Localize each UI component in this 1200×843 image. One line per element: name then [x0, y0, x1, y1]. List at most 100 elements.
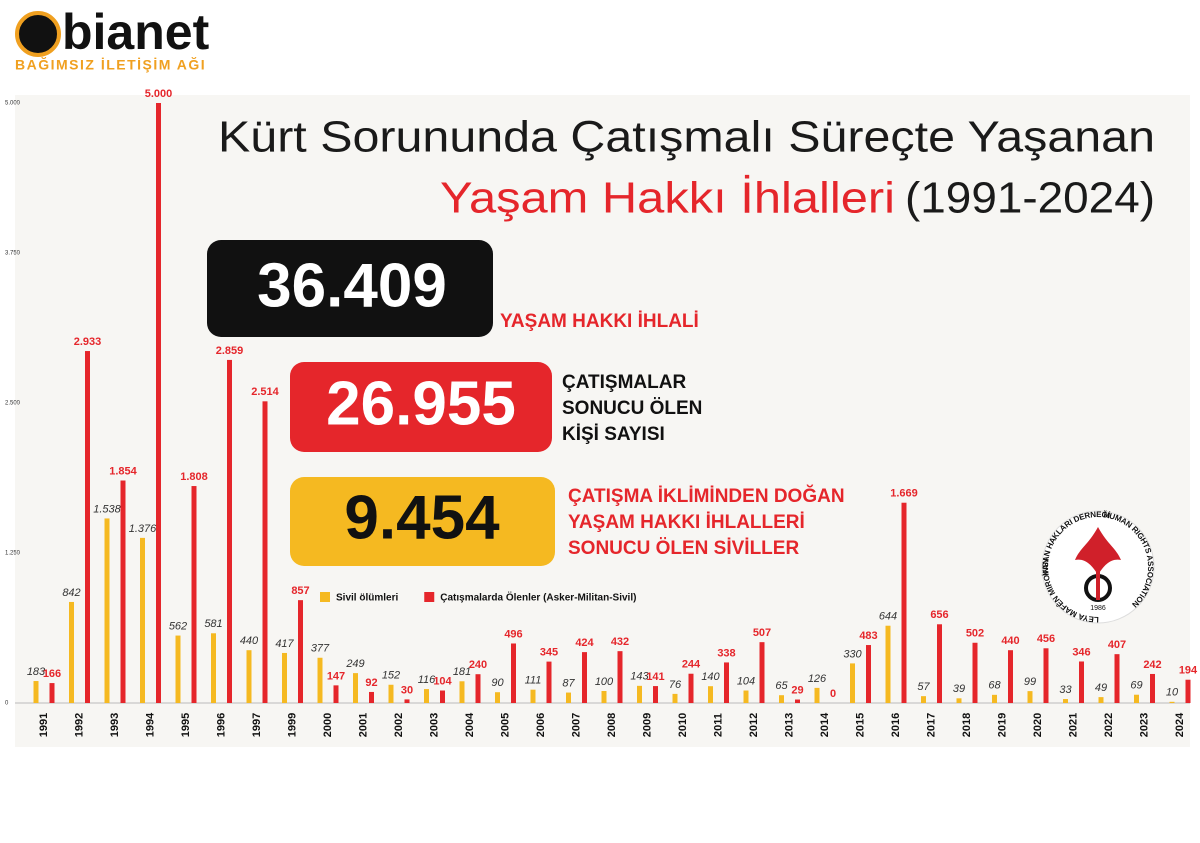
bar: [388, 684, 394, 703]
summary-label: SONUCU ÖLEN SİVİLLER: [568, 538, 799, 559]
value-label: 183: [27, 666, 46, 678]
bar: [404, 699, 410, 703]
bar: [246, 650, 252, 703]
bar: [708, 686, 713, 703]
x-tick-label: 2024: [1174, 712, 1186, 737]
x-tick-label: 2015: [854, 713, 866, 737]
bar: [353, 673, 358, 703]
x-tick-label: 2000: [322, 713, 334, 737]
value-label: 166: [43, 668, 61, 680]
bar: [120, 480, 126, 703]
summary-label: ÇATIŞMA İKLİMİNDEN DOĞAN: [568, 485, 845, 507]
value-label: 65: [775, 680, 788, 692]
summary-label: KİŞİ SAYISI: [562, 424, 665, 445]
bar: [795, 699, 800, 703]
y-tick-label: 2.500: [5, 401, 21, 407]
bar: [282, 652, 287, 703]
y-tick-label: 3.750: [5, 251, 21, 257]
bar: [1150, 673, 1155, 703]
x-tick-label: 2003: [428, 713, 440, 737]
bar: [69, 601, 74, 703]
value-label: 29: [791, 684, 803, 696]
summary-label: YAŞAM HAKKI İHLALLERİ: [568, 512, 805, 533]
summary-number: 26.955: [326, 369, 516, 438]
x-tick-label: 1997: [251, 713, 263, 737]
x-tick-label: 1994: [144, 712, 156, 737]
value-label: 30: [401, 684, 413, 696]
value-label: 33: [1059, 684, 1072, 696]
summary-box: [290, 477, 555, 566]
chart-background: [15, 95, 1190, 747]
value-label: 152: [382, 670, 400, 682]
value-label: 87: [562, 677, 575, 689]
value-label: 581: [204, 618, 222, 630]
value-label: 857: [291, 585, 309, 597]
value-label: 1.669: [890, 488, 918, 500]
value-label: 49: [1095, 682, 1107, 694]
value-label: 644: [879, 611, 897, 623]
x-tick-label: 1993: [109, 713, 121, 737]
summary-label: YAŞAM HAKKI İHLALİ: [500, 311, 699, 332]
x-tick-label: 1999: [286, 713, 298, 737]
x-tick-label: 2010: [677, 713, 689, 737]
bar: [1134, 694, 1139, 703]
bar: [511, 643, 516, 703]
bar: [546, 661, 552, 703]
bar: [495, 692, 500, 703]
value-label: 424: [575, 637, 594, 649]
x-tick-label: 2021: [1067, 713, 1079, 737]
value-label: 5.000: [145, 88, 173, 100]
legend-label: Sivil ölümleri: [336, 593, 398, 604]
value-label: 345: [540, 647, 558, 659]
x-tick-label: 2020: [1032, 713, 1044, 737]
value-label: 1.854: [109, 465, 137, 477]
x-tick-label: 1996: [215, 713, 227, 737]
bar: [369, 691, 374, 703]
x-tick-label: 2006: [535, 713, 547, 737]
value-label: 2.514: [251, 386, 279, 398]
value-label: 57: [917, 681, 930, 693]
bar: [1114, 654, 1120, 703]
value-label: 141: [646, 671, 664, 683]
bar: [937, 624, 942, 703]
title-highlight: Yaşam Hakkı İhlalleri: [440, 174, 895, 223]
bar: [972, 642, 978, 703]
x-tick-label: 2008: [606, 713, 618, 737]
bar: [850, 663, 855, 703]
y-tick-label: 5.000: [5, 101, 21, 107]
title-period: (1991-2024): [905, 174, 1155, 223]
bar: [1063, 699, 1068, 703]
bar: [743, 690, 749, 703]
value-label: 338: [717, 647, 735, 659]
value-label: 502: [966, 628, 984, 640]
value-label: 116: [418, 674, 436, 686]
value-label: 456: [1037, 633, 1055, 645]
title: Kürt Sorununda Çatışmalı Süreçte Yaşanan: [218, 113, 1155, 162]
value-label: 377: [311, 643, 330, 655]
y-tick-label: 0: [5, 701, 9, 707]
bar: [601, 691, 607, 703]
bar: [566, 692, 571, 703]
summary-number: 9.454: [344, 483, 500, 552]
value-label: 407: [1108, 639, 1126, 651]
x-tick-label: 1991: [38, 713, 50, 737]
emblem-year: 1986: [1090, 605, 1106, 612]
x-tick-label: 2004: [464, 712, 476, 737]
value-label: 69: [1130, 680, 1142, 692]
bar: [459, 681, 465, 703]
bar: [211, 633, 216, 703]
bar: [637, 685, 642, 703]
summary-label: ÇATIŞMALAR: [562, 372, 686, 393]
bar: [992, 694, 997, 703]
bar: [156, 103, 161, 703]
summary-box: [290, 362, 552, 452]
value-label: 483: [859, 630, 877, 642]
x-tick-label: 2012: [748, 713, 760, 737]
x-tick-label: 2014: [819, 712, 831, 737]
bar: [956, 698, 962, 703]
summary-number: 36.409: [257, 251, 447, 320]
bar: [1008, 650, 1013, 703]
x-tick-label: 1995: [180, 713, 192, 737]
bar: [582, 652, 587, 703]
value-label: 39: [953, 683, 965, 695]
